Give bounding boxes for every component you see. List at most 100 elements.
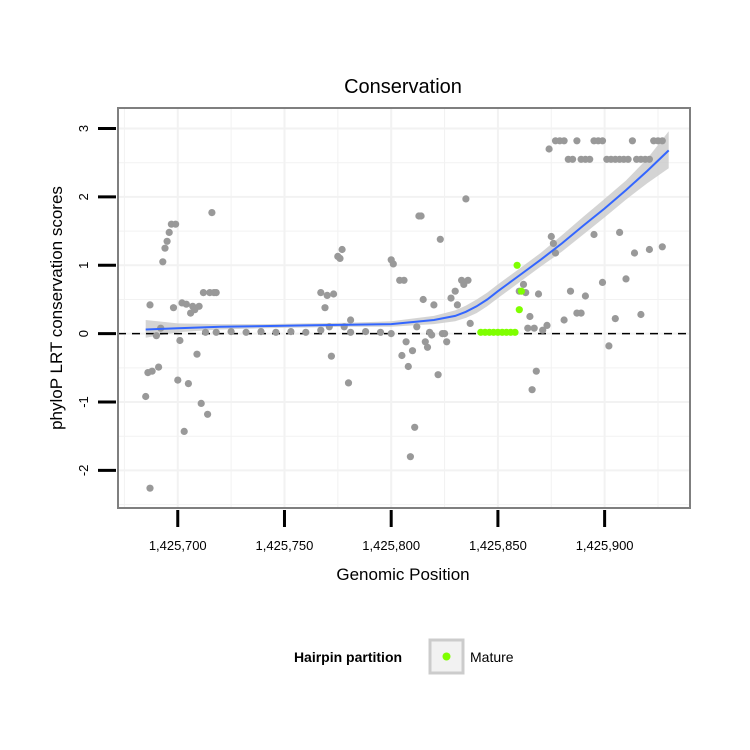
data-point [163,237,171,245]
smooth-line-layer [145,149,670,331]
y-axis-title: phyloP LRT conservation scores [47,186,66,430]
legend: Hairpin partition Mature [294,638,514,675]
data-point [462,195,470,203]
data-point [169,304,178,312]
data-point [453,301,461,309]
data-point [543,321,551,329]
data-point [172,220,180,228]
panel-border-layer [117,107,691,509]
mature-point [513,261,521,269]
data-point [389,260,397,268]
data-point [336,254,344,262]
data-point [430,301,438,309]
data-point [338,245,346,254]
data-point [327,352,335,360]
data-point [560,137,568,145]
mature-points [477,261,526,336]
data-point [142,392,150,401]
data-point [180,427,188,435]
gridlines [118,108,690,508]
data-point [530,324,538,332]
data-point [146,301,154,309]
y-tick-label: 0 [76,330,91,337]
data-point [257,328,265,336]
data-point [347,328,355,336]
data-point [611,315,619,323]
data-point [174,376,182,384]
data-point [551,249,560,257]
data-point [402,338,410,346]
data-point [443,338,451,346]
y-axis-ticks: -2 -1 0 1 2 3 [76,125,116,476]
x-tick-label: 1,425,750 [256,538,314,553]
confidence-ribbon [145,131,669,338]
data-point [573,137,581,145]
data-point [421,338,429,346]
data-point [227,328,235,336]
data-point [212,289,220,297]
legend-key-mature-point [442,652,451,661]
data-point [586,155,594,163]
data-point [630,249,639,257]
data-point [658,137,666,145]
data-point [146,484,154,492]
x-tick-label: 1,425,850 [469,538,527,553]
data-point [524,324,532,332]
y-tick-label: 3 [76,125,91,132]
data-point [539,326,547,334]
data-point [344,379,353,387]
x-tick-label: 1,425,700 [149,538,207,553]
data-point [637,310,645,319]
data-point [598,137,607,145]
data-point [321,304,329,312]
data-point [387,330,395,338]
data-point [545,145,553,153]
legend-label-mature: Mature [470,649,514,665]
data-point [569,155,577,163]
data-point [400,276,408,284]
data-point [182,300,190,308]
data-point [201,328,210,336]
data-point [376,328,385,336]
mature-point [517,287,526,295]
data-point [428,331,436,339]
panel-border [117,107,691,509]
data-point [272,328,280,336]
x-tick-label: 1,425,800 [362,538,420,553]
x-axis-ticks: 1,425,700 1,425,750 1,425,800 1,425,850 1,42… [149,510,634,553]
data-point [204,410,212,418]
data-point [317,289,325,297]
data-point [534,290,543,298]
data-point [398,351,406,360]
data-point [441,330,449,338]
legend-title: Hairpin partition [294,649,402,665]
data-point [404,362,412,371]
data-point [577,309,585,317]
data-point [411,423,419,431]
data-point [176,336,184,345]
data-point [605,342,613,350]
chart-title: Conservation [344,76,462,98]
data-point [197,399,205,407]
data-point [581,292,590,300]
mature-point [511,328,519,336]
data-point [423,343,432,351]
data-point [152,332,160,340]
data-point [302,328,310,336]
x-axis-title: Genomic Position [336,565,469,584]
y-tick-label: -1 [76,396,91,408]
data-point [532,367,540,375]
data-point [208,209,216,217]
data-point [212,328,220,336]
data-point [330,290,338,298]
panel-background [118,108,690,508]
data-point [347,316,355,324]
data-point [408,347,417,355]
legend-key-box [428,638,465,675]
data-point [406,453,414,461]
data-point [195,302,203,310]
x-tick-label: 1,425,900 [576,538,634,553]
data-point [547,232,555,241]
data-point [287,328,295,336]
